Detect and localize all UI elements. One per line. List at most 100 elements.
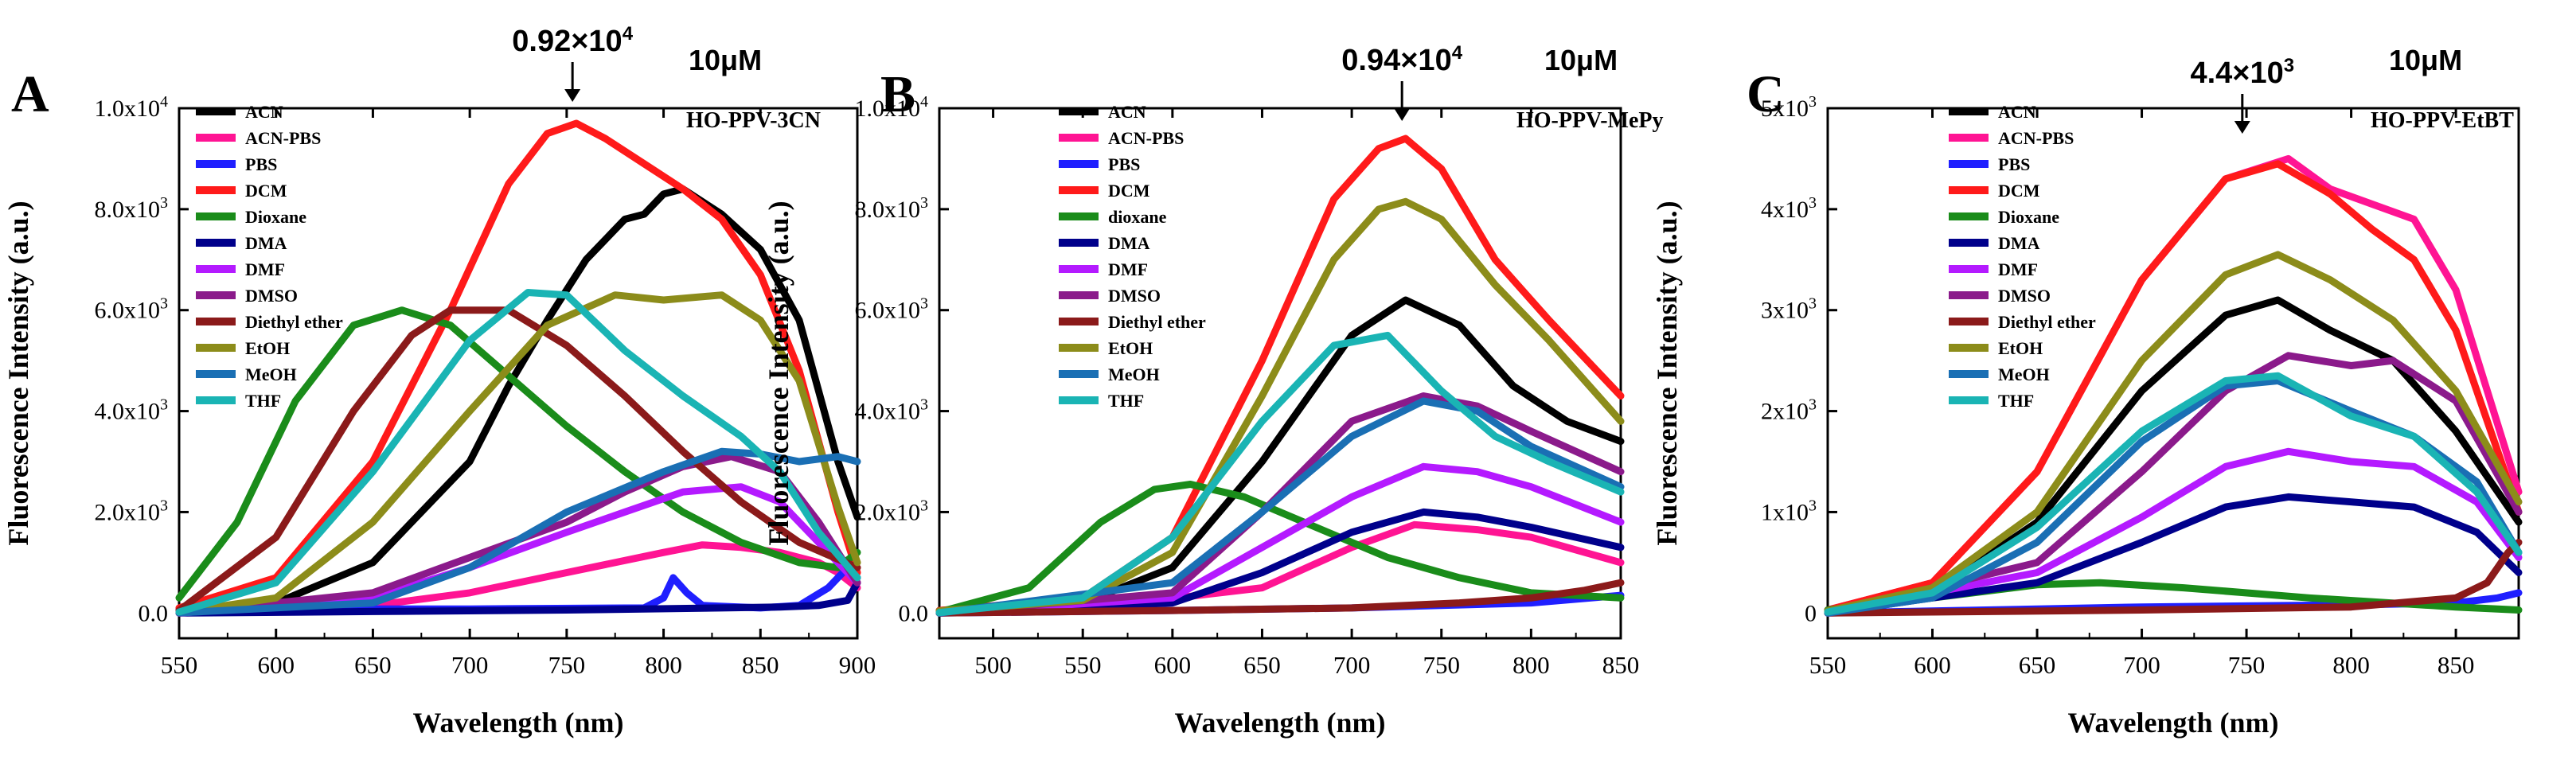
series-line-dma — [175, 579, 861, 617]
y-tick-label: 0.0 — [139, 600, 169, 626]
x-tick-label: 500 — [974, 651, 1012, 679]
peak-annotation: 4.4×103 — [2190, 55, 2294, 90]
peak-arrow-head — [1394, 108, 1411, 121]
panel-letter: A — [11, 65, 49, 123]
concentration-label: 10μM — [1544, 44, 1618, 76]
series-line-meoh — [1824, 377, 2523, 617]
x-tick-label: 650 — [1243, 651, 1281, 679]
legend-label: MeOH — [245, 364, 297, 384]
series-line-dma — [935, 508, 1625, 617]
peak-arrow-head — [2234, 121, 2250, 134]
legend-label: DMSO — [1108, 286, 1161, 306]
series-line-etoh — [935, 197, 1625, 615]
legend-label: DMSO — [245, 286, 298, 306]
legend-label: EtOH — [1998, 338, 2043, 358]
y-tick-exponent: 3 — [160, 295, 168, 313]
y-tick-mantissa: 4x10 — [1761, 197, 1809, 223]
series-line-thf — [1824, 372, 2523, 616]
series-line-dioxane — [175, 306, 861, 602]
compound-label: HO-PPV-MePy — [1516, 108, 1664, 133]
panel-letter: B — [880, 65, 915, 123]
compound-label: HO-PPV-EtBT — [2371, 108, 2514, 133]
y-tick-exponent: 3 — [1809, 295, 1817, 313]
series-line-diethyl-ether — [935, 579, 1625, 617]
y-tick-label: 2.0x103 — [95, 497, 169, 525]
x-tick-label: 600 — [1914, 651, 1951, 679]
compound-label: HO-PPV-3CN — [686, 108, 821, 133]
y-tick-mantissa: 0.0 — [139, 600, 169, 626]
plot-frame — [938, 107, 1622, 640]
peak-annotation: 0.94×104 — [1341, 42, 1462, 77]
y-axis-title: Fluorescence Intensity (a.u.) — [2, 201, 34, 545]
x-tick-label: 850 — [2437, 651, 2475, 679]
y-tick-mantissa: 8.0x10 — [855, 197, 921, 223]
y-tick-mantissa: 3x10 — [1761, 298, 1809, 324]
y-tick-mantissa: 1.0x10 — [95, 96, 161, 122]
x-tick-label: 550 — [1809, 651, 1847, 679]
legend-label: Dioxane — [1998, 207, 2059, 227]
y-tick-label: 1x103 — [1761, 497, 1817, 525]
y-tick-exponent: 4 — [160, 93, 168, 111]
y-tick-mantissa: 0 — [1805, 600, 1817, 626]
y-tick-label: 4.0x103 — [855, 396, 929, 425]
series-line-meoh — [935, 397, 1625, 617]
peak-exponent: 4 — [623, 23, 634, 45]
peak-exponent: 4 — [1452, 42, 1463, 64]
peak-arrow-head — [564, 89, 581, 102]
y-tick-label: 8.0x103 — [855, 194, 929, 223]
legend-label: Diethyl ether — [1108, 312, 1206, 332]
x-tick-label: 600 — [1154, 651, 1192, 679]
y-tick-exponent: 3 — [1809, 194, 1817, 212]
series-line-dioxane — [935, 481, 1625, 616]
series-line-dmf — [1824, 447, 2523, 617]
y-tick-label: 4x103 — [1761, 194, 1817, 223]
y-tick-mantissa: 6.0x10 — [855, 298, 921, 324]
panel-c: 550 600 650 700 750 800 85001x1032x1033x1034x1… — [1651, 44, 2523, 739]
y-tick-mantissa: 2.0x10 — [95, 499, 161, 525]
y-tick-label: 1.0x104 — [855, 93, 929, 122]
series-line-dmso — [935, 392, 1625, 617]
x-tick-label: 700 — [451, 651, 489, 679]
peak-value: 4.4×10 — [2190, 57, 2283, 90]
panel-a: 550 600 650 700 750 800 850 9000.02.0x1034.0x10… — [2, 23, 876, 739]
legend-label: ACN — [245, 102, 283, 122]
y-tick-label: 4.0x103 — [95, 396, 169, 425]
series-line-etoh — [175, 291, 861, 617]
y-tick-mantissa: 2x10 — [1761, 399, 1809, 425]
legend-label: ACN — [1998, 102, 2036, 122]
series-line-diethyl-ether — [1824, 539, 2523, 617]
legend-label: ACN-PBS — [1998, 128, 2074, 148]
legend-label: ACN — [1108, 102, 1146, 122]
y-tick-mantissa: 0.0 — [899, 600, 929, 626]
series-line-acn — [175, 185, 861, 615]
legend-label: PBS — [1108, 154, 1140, 174]
legend-label: DMA — [245, 233, 287, 253]
y-tick-mantissa: 4.0x10 — [855, 399, 921, 425]
legend-label: PBS — [245, 154, 277, 174]
legend-label: ACN-PBS — [245, 128, 321, 148]
series-line-dcm — [1824, 160, 2523, 614]
y-tick-exponent: 3 — [920, 295, 928, 313]
legend-label: DCM — [245, 181, 287, 201]
panel-letter: C — [1747, 65, 1785, 123]
peak-exponent: 3 — [2284, 55, 2294, 76]
peak-value: 0.94×10 — [1341, 44, 1451, 77]
legend-label: DMF — [245, 259, 285, 279]
y-tick-exponent: 3 — [1809, 396, 1817, 414]
x-tick-label: 850 — [742, 651, 779, 679]
series-line-thf — [175, 289, 861, 616]
peak-value: 0.92×10 — [512, 25, 622, 58]
series-line-diethyl-ether — [175, 306, 861, 614]
legend-label: DCM — [1998, 181, 2040, 201]
x-tick-label: 800 — [645, 651, 682, 679]
series-line-dcm — [175, 119, 861, 612]
y-tick-label: 3x103 — [1761, 295, 1817, 324]
y-tick-exponent: 4 — [920, 93, 928, 111]
legend-label: EtOH — [245, 338, 290, 358]
series-line-thf — [935, 331, 1625, 617]
series-line-meoh — [175, 447, 861, 617]
x-tick-label: 800 — [1512, 651, 1550, 679]
y-tick-label: 6.0x103 — [855, 295, 929, 324]
series-line-dmso — [1824, 352, 2523, 617]
y-tick-label: 2.0x103 — [855, 497, 929, 525]
